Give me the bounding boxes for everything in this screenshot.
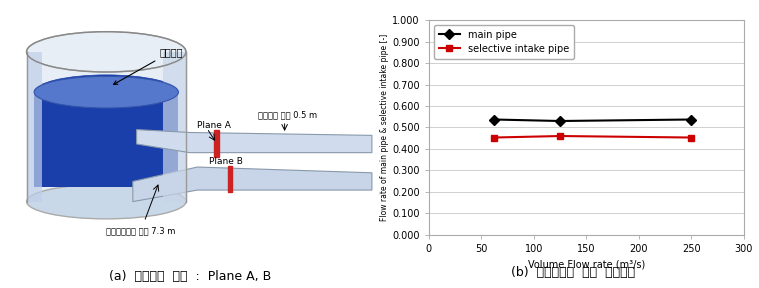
X-axis label: Volume Flow rate (m³/s): Volume Flow rate (m³/s) bbox=[528, 259, 645, 269]
Ellipse shape bbox=[27, 32, 186, 72]
Text: (a)  유량측정  위치  :  Plane A, B: (a) 유량측정 위치 : Plane A, B bbox=[109, 270, 271, 283]
selective intake pipe bbox=[556, 134, 565, 138]
main pipe bbox=[687, 118, 696, 121]
selective intake pipe bbox=[687, 136, 696, 139]
selective intake pipe bbox=[490, 136, 499, 139]
Line: selective intake pipe: selective intake pipe bbox=[490, 132, 694, 141]
Text: Plane A: Plane A bbox=[197, 121, 231, 130]
Ellipse shape bbox=[34, 75, 178, 109]
Polygon shape bbox=[133, 167, 372, 202]
Ellipse shape bbox=[34, 76, 178, 108]
FancyBboxPatch shape bbox=[27, 52, 186, 202]
Ellipse shape bbox=[27, 184, 186, 219]
Text: 선택취수배관 직경 7.3 m: 선택취수배관 직경 7.3 m bbox=[106, 226, 175, 235]
Text: Plane B: Plane B bbox=[209, 157, 243, 166]
main pipe bbox=[490, 118, 499, 121]
Bar bbox=[228, 166, 232, 192]
FancyBboxPatch shape bbox=[34, 89, 178, 187]
Polygon shape bbox=[137, 130, 372, 153]
Legend: main pipe, selective intake pipe: main pipe, selective intake pipe bbox=[433, 25, 574, 59]
FancyBboxPatch shape bbox=[27, 52, 42, 202]
Bar bbox=[214, 130, 219, 157]
Text: 메인배관 직경 0.5 m: 메인배관 직경 0.5 m bbox=[258, 111, 317, 120]
FancyBboxPatch shape bbox=[163, 52, 186, 202]
main pipe bbox=[556, 119, 565, 123]
Line: main pipe: main pipe bbox=[490, 116, 694, 124]
Text: (b)  방류유량에  따른  유량비율: (b) 방류유량에 따른 유량비율 bbox=[511, 266, 635, 279]
Y-axis label: Flow rate of main pipe & selective intake pipe [-]: Flow rate of main pipe & selective intak… bbox=[380, 34, 389, 221]
Text: 자유수면: 자유수면 bbox=[114, 47, 183, 84]
